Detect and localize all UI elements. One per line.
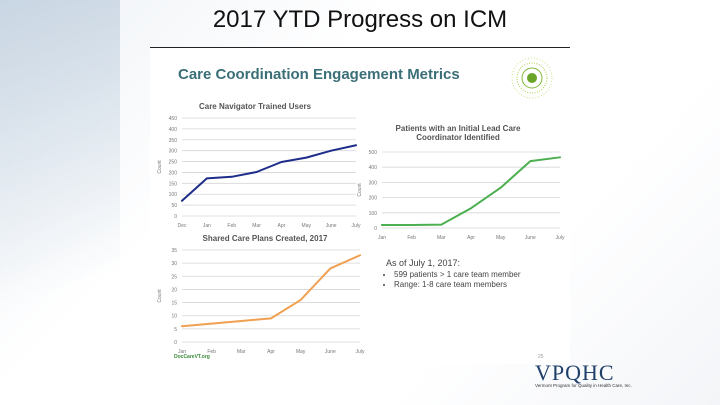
data-point <box>355 144 357 147</box>
y-tick-label: 400 <box>369 165 378 171</box>
y-axis-label: Count <box>157 289 163 303</box>
y-tick-label: 250 <box>169 160 178 166</box>
x-tick-label: June <box>325 349 336 355</box>
x-tick-label: May <box>296 349 306 355</box>
y-tick-label: 200 <box>169 170 178 176</box>
data-point <box>529 160 532 163</box>
x-tick-label: Feb <box>207 349 216 355</box>
data-point <box>559 156 561 159</box>
data-point <box>470 207 472 210</box>
data-point <box>230 175 233 178</box>
data-point <box>210 322 213 325</box>
data-point <box>280 161 283 163</box>
x-tick-label: July <box>556 235 565 241</box>
y-axis-label: Count <box>357 183 363 197</box>
x-tick-label: Jan <box>203 223 211 229</box>
page-number: 25 <box>538 354 544 360</box>
notes-list: 599 patients > 1 care team member Range:… <box>386 270 566 289</box>
notes-bullet: Range: 1-8 care team members <box>394 280 566 289</box>
chart-1-title: Care Navigator Trained Users <box>198 102 312 111</box>
x-tick-label: Mar <box>437 235 446 241</box>
page-title: 2017 YTD Progress on ICM <box>212 6 508 33</box>
data-point <box>255 171 258 173</box>
y-tick-label: 450 <box>169 116 178 122</box>
notes-box: As of July 1, 2017: 599 patients > 1 car… <box>386 258 566 290</box>
vpqhc-logo-mark: VPQHC <box>535 360 615 385</box>
y-tick-label: 300 <box>369 180 378 186</box>
data-point <box>330 149 333 152</box>
vpqhc-logo: VPQHC Vermont Program for Quality in Hea… <box>535 360 655 392</box>
y-tick-label: 500 <box>369 150 378 156</box>
y-tick-label: 50 <box>171 203 177 209</box>
x-tick-label: Mar <box>237 349 246 355</box>
data-point <box>240 320 243 322</box>
data-point <box>181 199 183 202</box>
x-tick-label: June <box>326 223 337 229</box>
y-tick-label: 35 <box>171 248 177 254</box>
footer-link[interactable]: DocCareVT.org <box>174 354 210 360</box>
x-tick-label: Apr <box>267 349 275 355</box>
y-tick-label: 200 <box>369 196 378 202</box>
chart-3-title: Shared Care Plans Created, 2017 <box>202 234 328 243</box>
y-tick-label: 0 <box>374 226 377 232</box>
data-point <box>329 267 332 270</box>
y-tick-label: 400 <box>169 127 178 133</box>
y-tick-label: 350 <box>169 138 178 144</box>
y-tick-label: 10 <box>171 314 177 320</box>
notes-bullet: 599 patients > 1 care team member <box>394 270 566 279</box>
chart-3-svg: 0 5 10 15 20 25 30 35 Jan Feb Mar Apr May June July Cou… <box>157 248 365 355</box>
chart-2-svg: 0 100 200 300 400 500 Jan Feb Mar Apr May June July C… <box>357 150 565 241</box>
x-tick-label: Feb <box>227 223 236 229</box>
data-point <box>299 299 302 301</box>
vpqhc-logo-tagline: Vermont Program for Quality in Health Ca… <box>535 383 632 388</box>
x-tick-label: July <box>352 223 361 229</box>
data-point <box>410 224 413 226</box>
data-point <box>305 156 308 159</box>
y-tick-label: 5 <box>174 327 177 333</box>
y-axis-label: Count <box>157 160 163 174</box>
y-tick-label: 100 <box>369 211 378 217</box>
x-tick-label: May <box>302 223 312 229</box>
series-line-1 <box>181 144 357 202</box>
y-tick-label: 20 <box>171 287 177 293</box>
x-tick-label: May <box>496 235 506 241</box>
y-tick-label: 300 <box>169 149 178 155</box>
data-point <box>381 224 383 226</box>
y-tick-label: 15 <box>171 301 177 307</box>
data-point <box>499 186 502 189</box>
y-tick-label: 0 <box>174 214 177 220</box>
x-tick-label: June <box>525 235 536 241</box>
data-point <box>205 177 208 180</box>
y-tick-label: 150 <box>169 181 178 187</box>
x-tick-label: Dec <box>178 223 187 229</box>
x-tick-label: Apr <box>278 223 286 229</box>
background-decoration <box>0 0 120 405</box>
chart-2-title: Patients with an Initial Lead Care Coord… <box>395 124 521 142</box>
y-tick-label: 100 <box>169 192 178 198</box>
x-tick-label: Mar <box>252 223 261 229</box>
chart-1-svg: 0 50 100 150 200 250 300 350 400 450 Dec Jan Feb Mar A… <box>157 116 361 229</box>
notes-heading: As of July 1, 2017: <box>386 258 461 268</box>
slide-panel: Care Coordination Engagement Metrics Car… <box>150 47 570 364</box>
y-tick-label: 0 <box>174 340 177 346</box>
x-tick-label: Apr <box>467 235 475 241</box>
data-point <box>270 317 272 320</box>
y-tick-label: 30 <box>171 261 177 267</box>
data-point <box>181 325 183 328</box>
x-tick-label: Jan <box>378 235 386 241</box>
data-point <box>359 254 361 257</box>
sunburst-logo-icon <box>511 57 553 99</box>
x-tick-label: July <box>356 349 365 355</box>
x-tick-label: Jan <box>178 349 186 355</box>
y-tick-label: 25 <box>171 274 177 280</box>
x-tick-label: Feb <box>407 235 416 241</box>
data-point <box>440 223 443 226</box>
slide-title: Care Coordination Engagement Metrics <box>178 66 460 83</box>
